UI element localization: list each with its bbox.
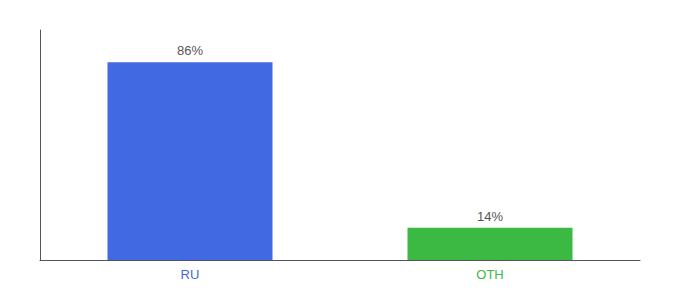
svg-text:OTH: OTH <box>476 267 503 282</box>
svg-text:86%: 86% <box>177 43 203 58</box>
svg-text:14%: 14% <box>477 209 503 224</box>
svg-text:RU: RU <box>181 267 200 282</box>
